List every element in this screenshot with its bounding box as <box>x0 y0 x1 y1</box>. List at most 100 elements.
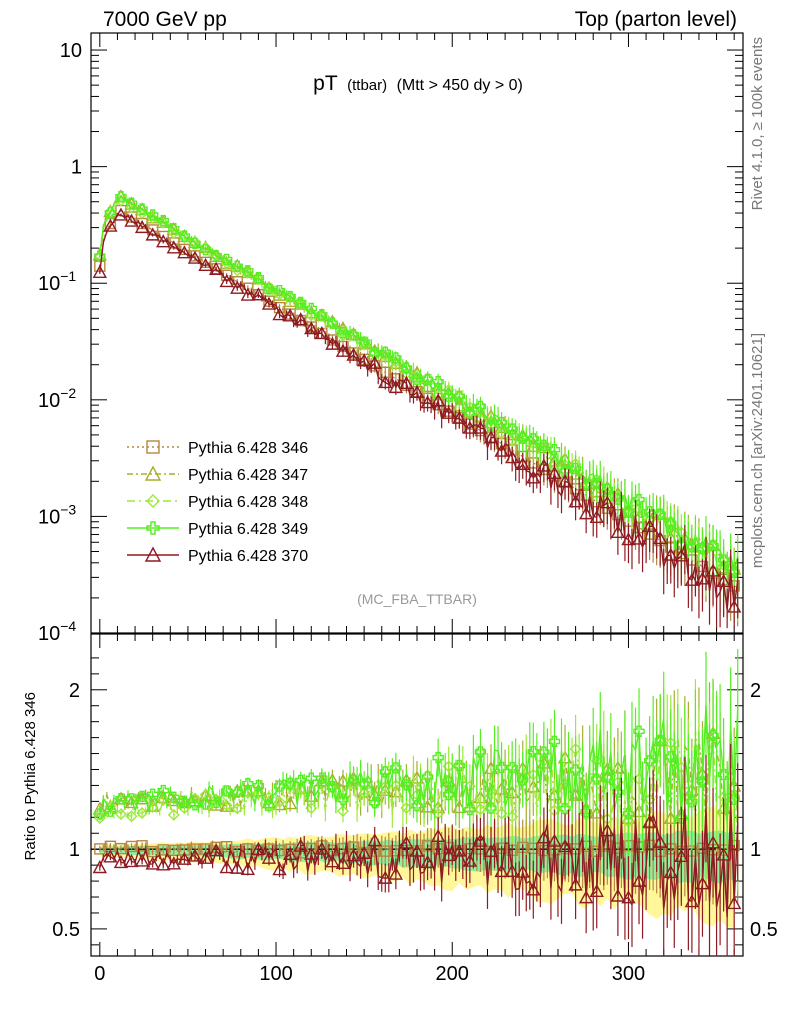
marker-cross <box>189 237 201 250</box>
x-tick-label: 300 <box>612 963 645 985</box>
marker-triangle <box>356 353 372 367</box>
marker-cross <box>326 780 339 793</box>
main-y-tick-label: 10−2 <box>38 385 76 412</box>
x-tick-label: 0 <box>94 963 105 985</box>
title-main: pT <box>313 72 338 95</box>
marker-triangle <box>325 854 340 868</box>
marker-diamond <box>220 799 233 812</box>
marker-cross <box>612 493 624 505</box>
marker-triangle <box>695 876 710 890</box>
marker-cross <box>665 751 677 763</box>
marker-cross <box>591 773 603 785</box>
marker-triangle <box>124 213 139 227</box>
marker-cross <box>506 761 518 774</box>
marker-cross <box>432 751 444 764</box>
main-y-tick-label: 10−4 <box>38 618 76 645</box>
marker-triangle <box>547 833 562 847</box>
marker-cross <box>390 352 402 364</box>
marker-cross <box>136 790 148 803</box>
marker-cross <box>517 774 529 786</box>
marker-cross <box>210 796 222 809</box>
legend-label-4: Pythia 6.428 370 <box>188 548 308 565</box>
marker-cross <box>675 812 688 824</box>
marker-cross <box>633 493 645 506</box>
marker-cross <box>157 784 169 797</box>
marker-cross <box>273 285 286 297</box>
marker-cross <box>284 777 296 790</box>
marker-cross <box>411 799 423 812</box>
marker-cross <box>316 772 328 784</box>
marker-cross <box>696 776 709 788</box>
marker-triangle <box>610 524 626 538</box>
marker-cross <box>273 780 286 792</box>
marker-cross <box>559 802 571 815</box>
x-tick-label: 200 <box>436 963 469 985</box>
marker-cross <box>316 309 328 321</box>
marker-triangle <box>367 833 382 847</box>
main-series-4 <box>92 207 742 629</box>
title-cut: (Mtt > 450 dy > 0) <box>397 77 523 94</box>
marker-triangle <box>282 846 298 861</box>
marker-cross <box>104 207 117 219</box>
marker-triangle <box>356 845 372 859</box>
marker-cross <box>146 209 159 221</box>
marker-cross <box>168 222 180 235</box>
marker-triangle <box>409 384 425 399</box>
marker-triangle <box>610 888 626 902</box>
marker-cross <box>421 771 434 783</box>
marker-cross <box>696 542 709 555</box>
marker-cross <box>220 253 233 266</box>
header-right: Top (parton level) <box>575 8 737 31</box>
marker-triangle <box>716 573 731 587</box>
ratio-series-3 <box>94 649 740 881</box>
marker-cross <box>263 799 275 812</box>
marker-cross <box>294 774 307 787</box>
ratio-series-group <box>92 649 742 956</box>
marker-diamond <box>114 808 127 821</box>
marker-cross <box>136 203 148 215</box>
marker-triangle <box>314 841 330 855</box>
marker-triangle <box>705 563 721 577</box>
marker-cross <box>400 779 413 791</box>
marker-cross <box>94 808 106 820</box>
marker-cross <box>569 764 582 776</box>
marker-cross <box>464 407 476 419</box>
marker-cross <box>717 768 730 781</box>
marker-triangle <box>92 264 107 279</box>
title-sub: (ttbar) <box>347 77 387 94</box>
marker-triangle <box>208 261 224 275</box>
ratio-y-tick-label-right: 1 <box>750 839 761 861</box>
marker-cross <box>453 390 465 402</box>
marker-diamond <box>273 795 286 808</box>
marker-cross <box>538 746 550 758</box>
main-y-tick-label: 1 <box>71 157 82 179</box>
marker-cross <box>622 505 635 517</box>
marker-cross <box>443 788 455 801</box>
marker-cross <box>591 477 603 489</box>
marker-cross <box>580 806 592 818</box>
marker-cross <box>231 786 243 798</box>
marker-cross <box>432 376 444 388</box>
marker-triangle <box>187 848 203 862</box>
marker-triangle <box>430 393 446 407</box>
ratio-y-tick-label-left: 2 <box>69 680 80 702</box>
marker-diamond <box>146 494 160 508</box>
x-tick-label: 100 <box>259 963 292 985</box>
marker-cross <box>728 793 740 806</box>
marker-cross <box>104 805 117 817</box>
marker-cross <box>569 462 582 475</box>
marker-cross <box>146 788 159 801</box>
ratio-y-tick-label-right: 2 <box>750 680 761 702</box>
marker-cross <box>612 786 624 798</box>
marker-cross <box>601 483 614 496</box>
marker-cross <box>284 290 296 303</box>
marker-triangle <box>113 207 129 221</box>
marker-triangle <box>652 834 668 848</box>
marker-cross <box>474 400 487 413</box>
marker-diamond <box>125 810 138 823</box>
marker-triangle <box>547 465 562 480</box>
marker-triangle <box>304 321 319 335</box>
marker-triangle <box>716 847 731 861</box>
marker-cross <box>178 230 191 242</box>
